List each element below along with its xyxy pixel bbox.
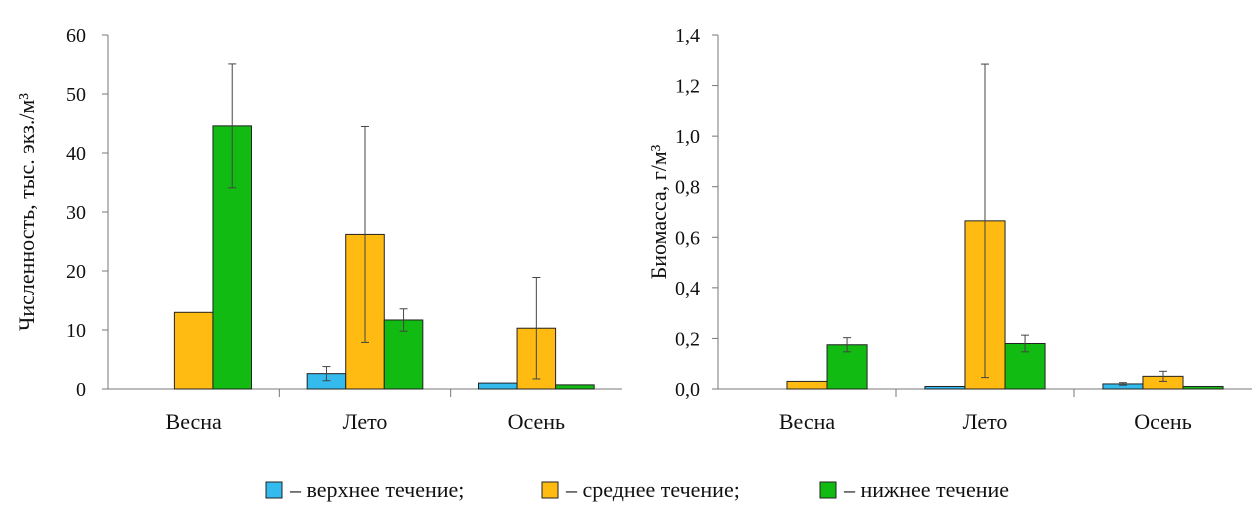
- y-tick-label: 0: [76, 379, 86, 401]
- y-tick-label: 0,2: [675, 328, 700, 350]
- legend-swatch-lower: [819, 481, 837, 499]
- y-tick-label: 0,6: [675, 227, 700, 249]
- y-tick-label: 0,8: [675, 177, 700, 199]
- y-tick-label: 30: [66, 202, 86, 224]
- x-category-label: Весна: [166, 409, 223, 434]
- x-category-label: Лето: [963, 409, 1008, 434]
- y-axis-title: Биомасса, г/м³: [646, 144, 671, 279]
- left-chart-abundance: 0 10 20 30 40 50 60 Численность, тыс. экз./м³ Ве…: [14, 25, 622, 434]
- x-category-label: Осень: [508, 409, 566, 434]
- y-tick-label: 1,4: [675, 25, 700, 47]
- legend-label-upper: – верхнее течение;: [289, 477, 464, 502]
- y-tick-label: 0,4: [675, 278, 700, 300]
- bar-middle-1: [786, 380, 828, 390]
- y-tick-label: 1,2: [675, 76, 700, 98]
- right-chart-biomass: 0,0 0,2 0,4 0,6 0,8 1,0 1,2 1,4 Биомасса, г/м³ Ве…: [646, 25, 1252, 434]
- y-tick-label: 60: [66, 25, 86, 47]
- y-tick-label: 1,0: [675, 126, 700, 148]
- x-category-label: Осень: [1134, 409, 1192, 434]
- y-axis-title: Численность, тыс. экз./м³: [14, 93, 39, 331]
- legend-swatch-middle: [541, 481, 559, 499]
- y-tick-label: 20: [66, 261, 86, 283]
- y-tick-label: 0,0: [675, 379, 700, 401]
- bar-lower-3: [555, 384, 595, 390]
- bar-lower-3: [1182, 385, 1224, 390]
- legend-swatch-upper: [265, 481, 283, 499]
- y-tick-label: 40: [66, 143, 86, 165]
- y-tick-label: 50: [66, 84, 86, 106]
- x-category-label: Лето: [343, 409, 388, 434]
- legend-label-middle: – среднее течение;: [565, 477, 740, 502]
- bar-middle-1: [173, 311, 214, 390]
- bar-upper-3: [478, 382, 518, 390]
- legend: – верхнее течение; – среднее течение; – ни…: [265, 477, 1009, 502]
- x-category-label: Весна: [779, 409, 836, 434]
- bar-upper-2: [924, 385, 966, 390]
- y-tick-label: 10: [66, 320, 86, 342]
- legend-label-lower: – нижнее течение: [843, 477, 1009, 502]
